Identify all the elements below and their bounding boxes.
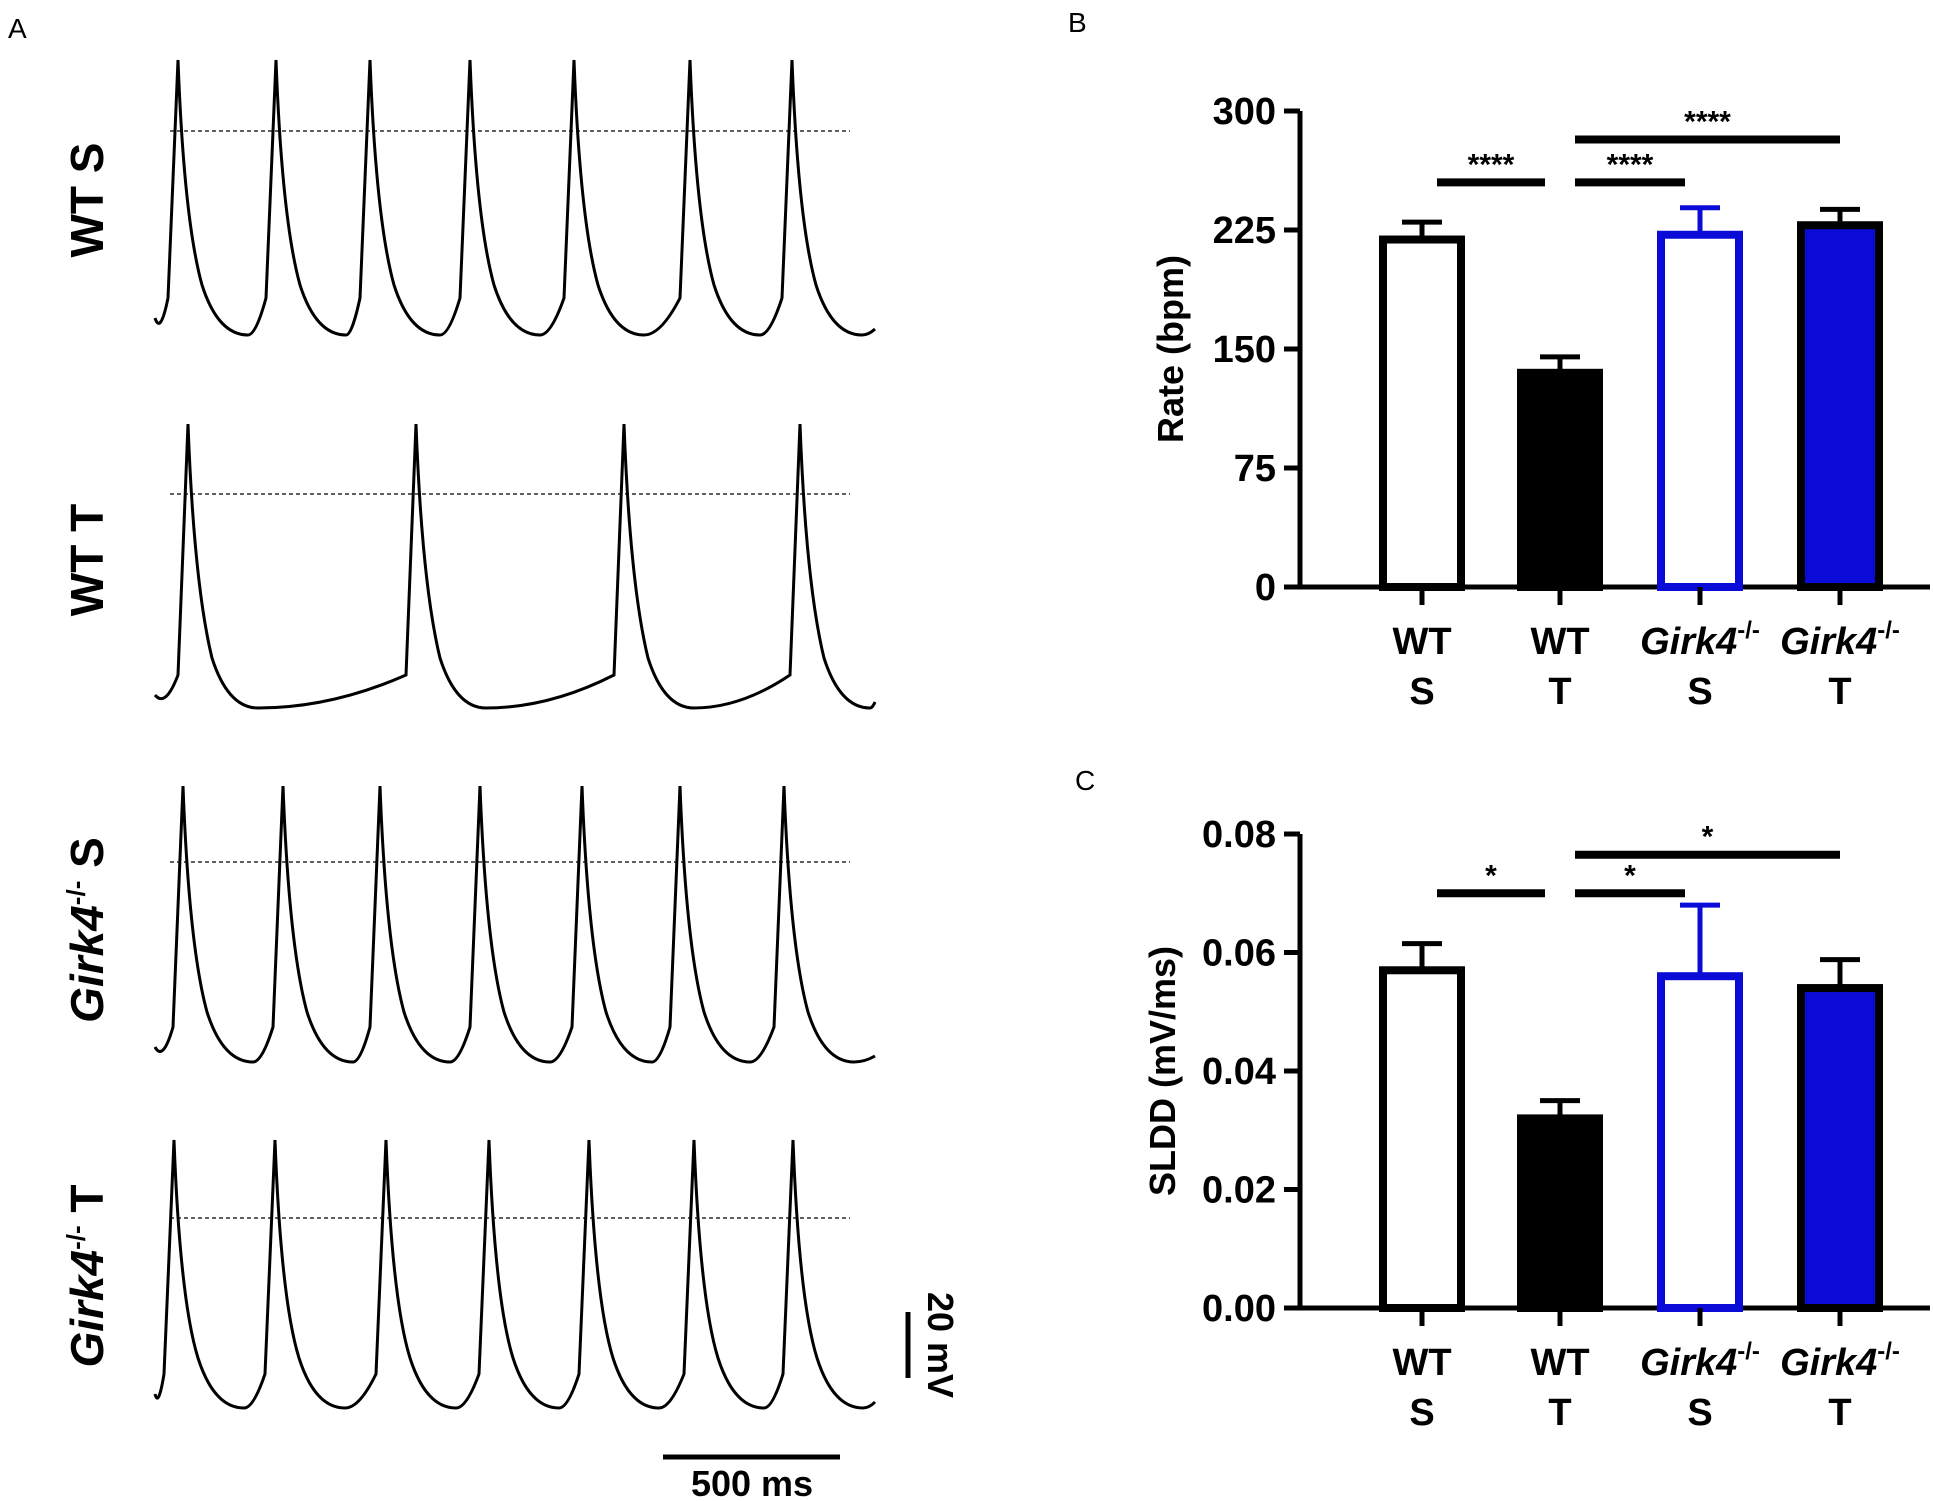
trace-path (153, 423, 877, 710)
bar (1657, 230, 1743, 591)
y-tick-label: 300 (1213, 91, 1276, 133)
significance-label: **** (1468, 148, 1515, 181)
y-tick-label: 0.06 (1202, 933, 1276, 975)
trace-1: WT S (61, 59, 877, 337)
trace-label: Girk4-/- T (61, 1184, 113, 1367)
significance-label: **** (1607, 148, 1654, 181)
trace-2: WT T (61, 423, 877, 710)
x-tick-label: T (1828, 671, 1851, 713)
x-tick-label: Girk4-/- (1640, 1338, 1760, 1384)
panel-letter-b: B (1068, 7, 1087, 38)
trace-label: WT S (61, 143, 113, 258)
x-tick-label: Girk4-/- (1780, 1338, 1900, 1384)
voltage-scale-label: 20 mV (920, 1292, 961, 1398)
x-tick-label: WT (1530, 1342, 1589, 1384)
x-tick-label: Girk4-/- (1640, 617, 1760, 663)
trace-label: Girk4-/- S (61, 837, 113, 1023)
x-tick-label: Girk4-/- (1780, 617, 1900, 663)
x-tick-label: S (1409, 671, 1434, 713)
x-tick-label: S (1687, 1392, 1712, 1434)
y-tick-label: 0.02 (1202, 1170, 1276, 1212)
time-scale-label: 500 ms (691, 1463, 813, 1501)
significance-label: * (1485, 859, 1497, 892)
significance-label: * (1624, 859, 1636, 892)
bar (1379, 966, 1465, 1313)
bar (1797, 221, 1883, 592)
rate-bar-chart: 0 75 150 225 300 Rate (bpm) WT S WT T Girk4-/- S Gir… (1150, 91, 1930, 713)
y-tick-label: 0.00 (1202, 1288, 1276, 1330)
x-tick-label: WT (1392, 621, 1451, 663)
significance-label: * (1702, 821, 1714, 854)
x-tick-label: T (1828, 1392, 1851, 1434)
x-tick-label: S (1687, 671, 1712, 713)
trace-path (153, 785, 876, 1064)
y-tick-label: 0.04 (1202, 1051, 1276, 1093)
y-tick-label: 75 (1234, 448, 1276, 490)
sldd-bar-chart: 0.00 0.02 0.04 0.06 0.08 SLDD (mV/ms) WT S WT T Gi… (1142, 814, 1930, 1434)
y-tick-label: 225 (1213, 210, 1276, 252)
significance-label: **** (1684, 106, 1731, 139)
bar (1379, 235, 1465, 592)
trace-3: Girk4-/- S (61, 785, 876, 1064)
panel-a-traces: WT S WT T Girk4-/- S Girk4-/- T (61, 59, 877, 1410)
trace-4: Girk4-/- T (61, 1139, 877, 1410)
panel-letter-a: A (8, 13, 27, 44)
trace-label: WT T (61, 504, 113, 616)
bar (1797, 984, 1883, 1312)
x-tick-label: T (1548, 1392, 1571, 1434)
trace-path (153, 1139, 877, 1410)
bar (1517, 1114, 1603, 1313)
x-tick-label: WT (1392, 1342, 1451, 1384)
y-axis-title: Rate (bpm) (1150, 255, 1191, 443)
bar (1517, 368, 1603, 591)
x-tick-label: WT (1530, 621, 1589, 663)
y-tick-label: 0 (1255, 567, 1276, 609)
bar (1657, 972, 1743, 1312)
x-tick-label: S (1409, 1392, 1434, 1434)
y-axis-title: SLDD (mV/ms) (1142, 946, 1183, 1196)
y-tick-label: 150 (1213, 329, 1276, 371)
trace-path (153, 59, 877, 337)
panel-letter-c: C (1075, 765, 1095, 796)
x-tick-label: T (1548, 671, 1571, 713)
y-tick-label: 0.08 (1202, 814, 1276, 856)
